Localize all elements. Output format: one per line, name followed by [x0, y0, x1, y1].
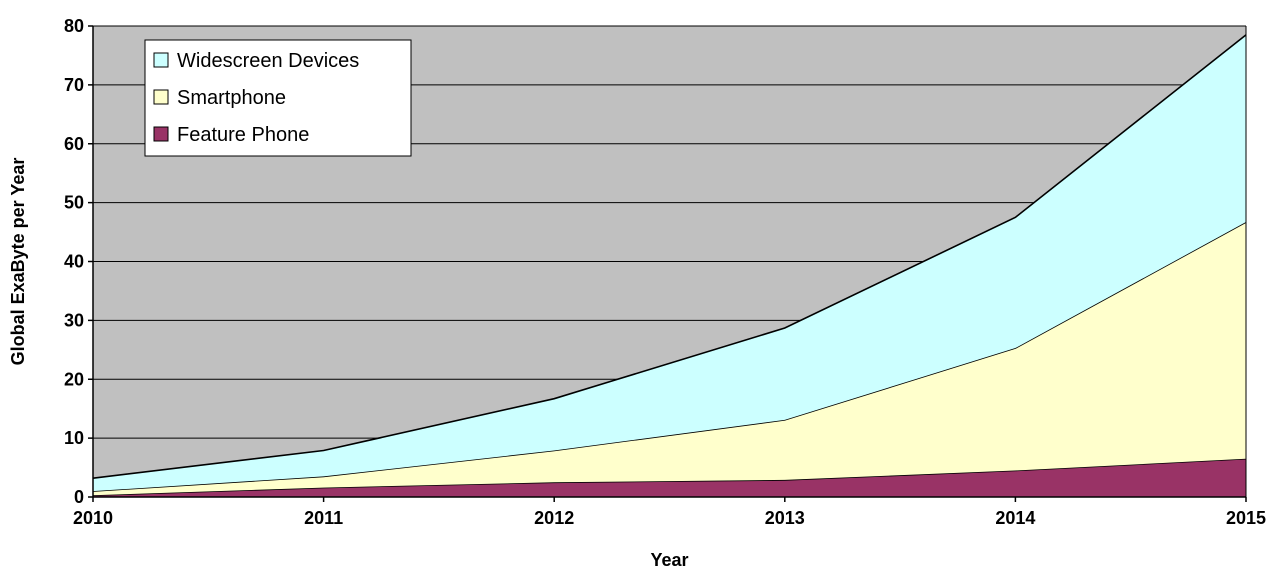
- legend-box: [144, 39, 412, 157]
- x-tick-label: 2013: [765, 508, 805, 528]
- legend-label: Widescreen Devices: [177, 50, 359, 72]
- legend-label: Smartphone: [177, 87, 286, 109]
- legend-swatch: [153, 52, 169, 68]
- y-tick-label: 70: [64, 75, 84, 95]
- area-widescreen-devices: [93, 34, 1246, 492]
- x-tick-label: 2014: [995, 508, 1035, 528]
- line-widescreen-devices: [92, 34, 1247, 479]
- y-tick-labels: 0 10 20 30 40 50 60 70 80: [64, 16, 84, 507]
- x-tick-label: 2015: [1226, 508, 1266, 528]
- x-tick-label: 2010: [73, 508, 113, 528]
- x-tick-label: 2011: [304, 508, 343, 528]
- y-tick-label: 30: [64, 310, 84, 330]
- y-tick-label: 40: [64, 252, 84, 272]
- x-tick-labels: 2010 2011 2012 2013 2014 2015: [73, 508, 1266, 528]
- y-axis-title: Global ExaByte per Year: [8, 158, 28, 366]
- legend-label: Feature Phone: [177, 124, 309, 146]
- area-feature-phone: [93, 458, 1246, 497]
- y-tick-label: 50: [64, 193, 84, 213]
- y-tick-label: 80: [64, 16, 84, 36]
- legend-swatch: [153, 89, 169, 105]
- y-tick-label: 20: [64, 369, 84, 389]
- y-tick-label: 10: [64, 428, 84, 448]
- x-tick-label: 2012: [534, 508, 574, 528]
- axes: [88, 25, 1247, 502]
- area-series: [92, 34, 1247, 497]
- x-axis-title: Year: [650, 550, 688, 570]
- y-tick-label: 0: [74, 487, 84, 507]
- legend-swatch: [153, 126, 169, 142]
- area-smartphone: [93, 222, 1246, 496]
- legend: Widescreen Devices Smartphone Feature Phon…: [144, 39, 412, 157]
- y-tick-label: 60: [64, 134, 84, 154]
